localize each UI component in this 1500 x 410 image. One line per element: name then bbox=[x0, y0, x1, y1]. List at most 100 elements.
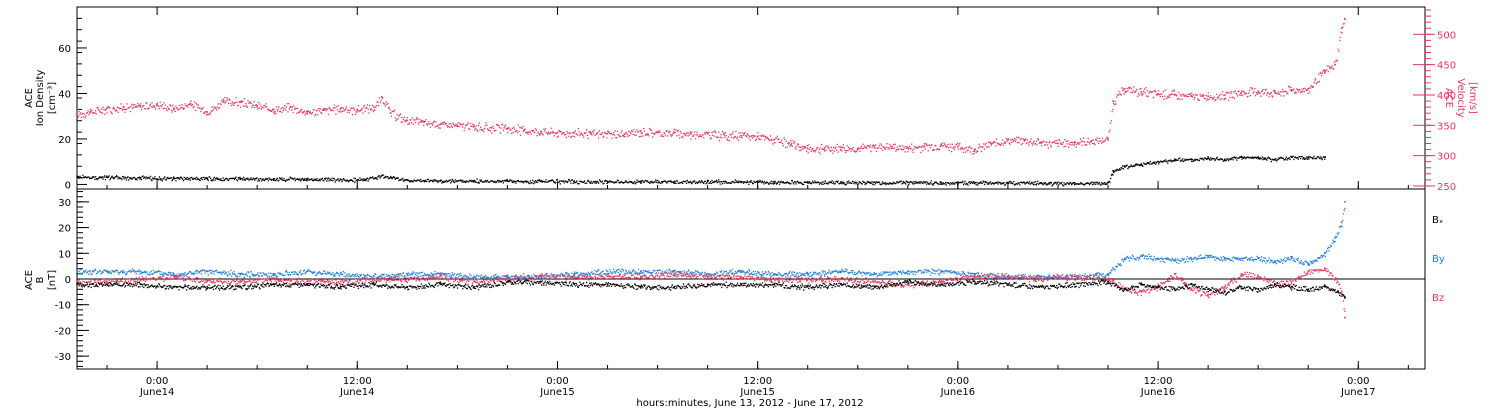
by-point bbox=[1173, 260, 1176, 262]
by-point bbox=[273, 273, 275, 275]
velocity-tick-label: 250 bbox=[1437, 182, 1456, 193]
density-axis-label-line3: [cm⁻³] bbox=[47, 82, 58, 114]
bz-point bbox=[740, 275, 742, 278]
by-point bbox=[940, 270, 942, 273]
bz-point bbox=[1334, 278, 1336, 280]
density-point bbox=[573, 180, 575, 182]
density-point bbox=[539, 180, 542, 182]
bx-point bbox=[506, 280, 509, 283]
velocity-point bbox=[389, 112, 392, 114]
density-point bbox=[806, 181, 809, 183]
density-tick-label: 40 bbox=[58, 89, 71, 100]
bx-point bbox=[973, 280, 976, 283]
velocity-point bbox=[89, 111, 92, 113]
velocity-point bbox=[156, 103, 158, 105]
velocity-point bbox=[957, 145, 959, 148]
velocity-point bbox=[940, 143, 942, 146]
by-point bbox=[1040, 275, 1043, 278]
density-point bbox=[381, 174, 384, 177]
bx-point bbox=[1040, 285, 1043, 288]
density-point bbox=[1307, 156, 1310, 158]
plasma-panel: 0 20 40 60 250 300 350 400 450 500 bbox=[58, 6, 1456, 193]
bz-point bbox=[473, 280, 475, 283]
bz-point bbox=[1257, 275, 1259, 278]
bx-point bbox=[139, 283, 142, 285]
b-tick-label: 30 bbox=[58, 198, 71, 209]
bz-point bbox=[506, 278, 509, 280]
bz-point bbox=[640, 275, 642, 278]
bz-point bbox=[606, 275, 609, 278]
bx-point bbox=[1240, 285, 1243, 288]
density-point bbox=[439, 179, 442, 182]
velocity-point bbox=[456, 124, 459, 127]
velocity-point bbox=[373, 106, 375, 108]
x-tick-time: 12:00 bbox=[343, 376, 372, 387]
velocity-point bbox=[139, 105, 142, 107]
bz-point bbox=[806, 278, 809, 280]
bx-point bbox=[940, 283, 942, 285]
velocity-point bbox=[1112, 100, 1114, 102]
b-axis-label-line2: B bbox=[35, 276, 46, 283]
b-axis-label-line3: [nT] bbox=[47, 270, 58, 290]
time-axis: 0:00June1412:00June140:00June1512:00June… bbox=[106, 7, 1409, 398]
velocity-point bbox=[1344, 18, 1346, 20]
velocity-point bbox=[1157, 92, 1159, 95]
by-point bbox=[473, 275, 475, 278]
by-point bbox=[1324, 252, 1326, 255]
density-axis-label-line2: Ion Density bbox=[35, 70, 46, 127]
velocity-point bbox=[273, 108, 275, 111]
by-point bbox=[1290, 257, 1293, 260]
velocity-point bbox=[1274, 91, 1276, 94]
density-point bbox=[673, 180, 676, 183]
velocity-point bbox=[840, 146, 842, 148]
bz-point bbox=[840, 278, 842, 280]
bx-point bbox=[1337, 291, 1340, 293]
by-point bbox=[1240, 257, 1243, 260]
by-point bbox=[1307, 262, 1310, 265]
velocity-point bbox=[172, 107, 175, 110]
bz-point bbox=[1290, 280, 1293, 283]
velocity-point bbox=[656, 131, 659, 134]
velocity-point bbox=[1123, 88, 1126, 90]
velocity-point bbox=[590, 132, 592, 135]
bx-point bbox=[640, 285, 642, 288]
by-point bbox=[506, 275, 509, 278]
legend-by: By bbox=[1432, 254, 1445, 265]
density-point bbox=[1257, 156, 1259, 158]
velocity-point bbox=[973, 148, 976, 151]
by-point bbox=[373, 275, 375, 278]
density-point bbox=[1224, 158, 1226, 161]
x-tick-time: 0:00 bbox=[146, 376, 168, 387]
velocity-point bbox=[406, 119, 409, 122]
density-point bbox=[306, 178, 309, 180]
bx-point bbox=[1274, 283, 1276, 285]
bx-point bbox=[172, 285, 175, 288]
by-point bbox=[1274, 260, 1276, 262]
x-tick-time: 12:00 bbox=[743, 376, 772, 387]
b-tick-label: 0 bbox=[65, 275, 71, 286]
velocity-point bbox=[856, 147, 859, 150]
bz-point bbox=[239, 280, 242, 283]
bx-point bbox=[706, 283, 709, 285]
velocity-point bbox=[1023, 139, 1026, 142]
x-tick-time: 0:00 bbox=[947, 376, 969, 387]
bx-point bbox=[1007, 283, 1009, 285]
bx-point bbox=[206, 285, 208, 288]
velocity-point bbox=[890, 145, 892, 148]
bx-point bbox=[239, 285, 242, 288]
bz-point bbox=[539, 275, 542, 278]
bz-point bbox=[373, 278, 375, 280]
density-point bbox=[706, 180, 709, 183]
velocity-point bbox=[256, 105, 258, 107]
velocity-tick-label: 350 bbox=[1437, 121, 1456, 132]
by-point bbox=[172, 273, 175, 275]
bx-point bbox=[907, 280, 909, 283]
by-point bbox=[1257, 257, 1259, 260]
bx-point bbox=[1207, 288, 1209, 291]
density-point bbox=[1190, 158, 1193, 161]
bx-point bbox=[1173, 288, 1176, 291]
velocity-tick-label: 300 bbox=[1437, 152, 1456, 163]
magnetic-field-panel: -30 -20 -10 0 10 20 30 bbox=[55, 188, 1426, 370]
bz-point bbox=[339, 280, 342, 283]
bz-point bbox=[439, 275, 442, 278]
